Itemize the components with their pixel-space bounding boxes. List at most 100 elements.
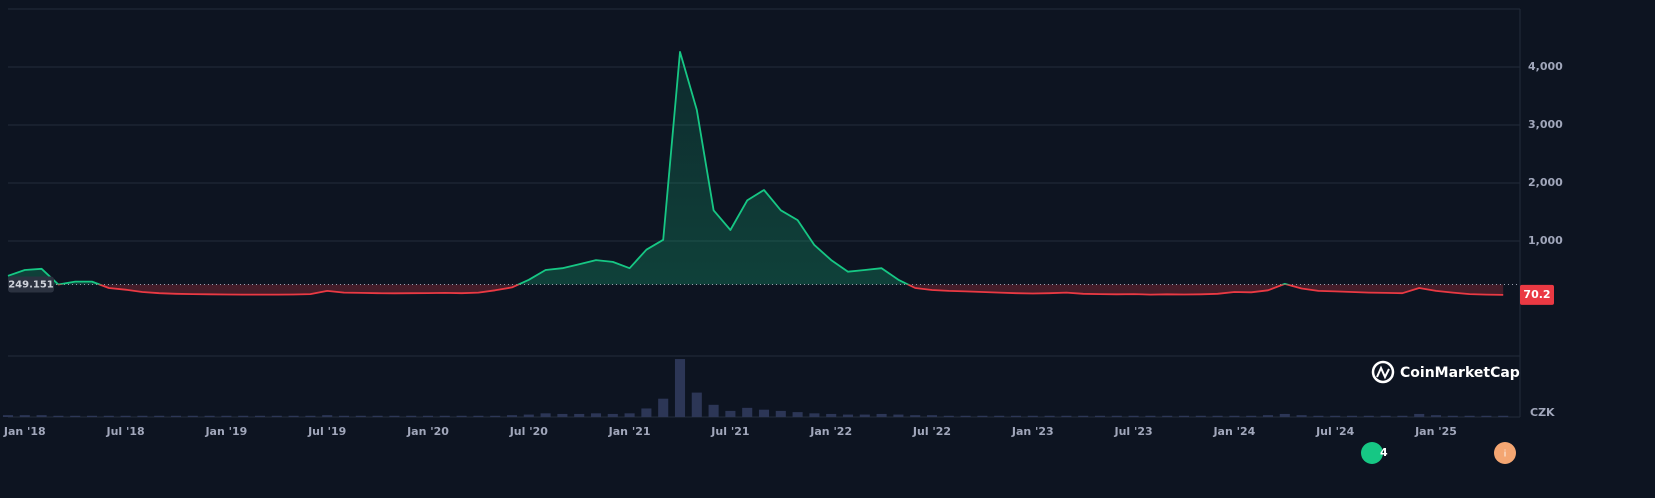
current-label: 70.2 bbox=[1523, 288, 1550, 301]
volume-bar bbox=[137, 415, 148, 417]
volume-bar bbox=[1044, 415, 1055, 417]
volume-bar bbox=[674, 359, 686, 417]
volume-bar bbox=[389, 415, 400, 417]
x-tick-label: Jul '24 bbox=[1315, 425, 1355, 438]
volume-bar bbox=[1229, 415, 1240, 417]
brand: CoinMarketCap bbox=[1371, 360, 1520, 384]
volume-bar bbox=[842, 414, 854, 417]
x-tick-label: Jan '19 bbox=[204, 425, 247, 438]
volume-bar bbox=[372, 415, 383, 417]
brand-logo bbox=[1371, 360, 1395, 384]
volume-bar bbox=[1145, 415, 1156, 417]
volume-bar bbox=[607, 413, 618, 417]
volume-bar bbox=[1061, 415, 1072, 417]
volume-bar bbox=[154, 415, 165, 417]
volume-bar bbox=[506, 415, 518, 417]
x-tick-label: Jul '22 bbox=[912, 425, 951, 438]
brand-logo-mark bbox=[1376, 365, 1390, 380]
currency: CZK bbox=[1530, 406, 1555, 419]
volume-bar bbox=[523, 414, 534, 417]
volume-bar bbox=[691, 392, 702, 417]
brand-name: CoinMarketCap bbox=[1400, 365, 1520, 381]
volume-bar bbox=[1128, 415, 1139, 417]
volume-bar bbox=[187, 415, 198, 417]
volume-bar bbox=[624, 413, 635, 417]
volume-bar bbox=[322, 415, 333, 417]
volume-bar bbox=[1162, 415, 1173, 417]
volume-bar bbox=[221, 415, 232, 417]
x-tick-label: Jan '24 bbox=[1212, 425, 1255, 438]
volume-bar bbox=[1178, 415, 1190, 417]
volume-bar bbox=[204, 415, 215, 417]
volume-bar bbox=[943, 415, 954, 417]
volume-bar bbox=[590, 413, 602, 417]
volume-bar bbox=[1313, 415, 1324, 417]
volume-bar bbox=[36, 415, 47, 417]
x-tick-label: Jul '23 bbox=[1113, 425, 1152, 438]
price-area bbox=[8, 51, 1504, 295]
volume-bar bbox=[1111, 415, 1122, 417]
volume-bar bbox=[1363, 415, 1374, 417]
news-badge[interactable] bbox=[1361, 442, 1383, 464]
volume-bar bbox=[2, 415, 14, 417]
volume-bar bbox=[53, 415, 64, 417]
volume-bar bbox=[1481, 415, 1492, 417]
volume-bar bbox=[910, 415, 921, 417]
volume-bar bbox=[775, 410, 786, 417]
info-icon: i bbox=[1504, 450, 1507, 460]
volume-bar bbox=[977, 415, 988, 417]
volume-bar bbox=[994, 415, 1005, 417]
volume-bar bbox=[456, 415, 467, 417]
volume-bar bbox=[1498, 415, 1509, 417]
volume-bar bbox=[103, 415, 114, 417]
volume-bar bbox=[70, 415, 81, 417]
volume-bar bbox=[1464, 415, 1475, 417]
volume-bar bbox=[305, 415, 316, 417]
info-badge[interactable] bbox=[1494, 442, 1516, 464]
volume-bar bbox=[1246, 415, 1257, 417]
volume-bar bbox=[422, 415, 434, 417]
volume-bar bbox=[1296, 415, 1307, 417]
volume-bar bbox=[1447, 415, 1458, 417]
volume-bar bbox=[574, 413, 585, 417]
volume-bar bbox=[1094, 415, 1106, 417]
y-tick-label: 2,000 bbox=[1528, 176, 1563, 189]
y-tick-label: 1,000 bbox=[1528, 234, 1563, 247]
volume-bar bbox=[170, 415, 182, 417]
x-tick-label: Jan '18 bbox=[3, 425, 46, 438]
volume-bar bbox=[490, 415, 501, 417]
current-label-box bbox=[1520, 284, 1554, 305]
volume-bar bbox=[926, 415, 938, 417]
volume-bar bbox=[1027, 415, 1038, 417]
volume-bar bbox=[120, 415, 131, 417]
volume-bar bbox=[725, 410, 736, 417]
volume-bar bbox=[338, 415, 350, 417]
volume-bar bbox=[439, 415, 450, 417]
y-tick-label: 4,000 bbox=[1528, 60, 1563, 73]
volume-bar bbox=[658, 398, 669, 417]
volume-bar bbox=[19, 415, 30, 417]
volume-bar bbox=[238, 415, 249, 417]
volume-bar bbox=[708, 404, 719, 417]
volume-bar bbox=[1397, 415, 1408, 417]
x-tick-label: Jan '20 bbox=[406, 425, 449, 438]
volume-bar bbox=[1346, 415, 1358, 417]
volume-bar bbox=[1414, 413, 1425, 417]
volume-bar bbox=[254, 415, 266, 417]
volume-bar bbox=[1262, 415, 1274, 417]
volume-bar bbox=[758, 409, 770, 417]
x-tick-label: Jul '21 bbox=[710, 425, 749, 438]
volume-bar bbox=[960, 415, 971, 417]
x-tick-label: Jan '22 bbox=[809, 425, 852, 438]
x-tick-label: Jan '25 bbox=[1414, 425, 1457, 438]
x-tick-label: Jan '23 bbox=[1011, 425, 1054, 438]
volume-bar bbox=[826, 413, 837, 417]
volume-bar bbox=[1078, 415, 1089, 417]
baseline-label-box bbox=[8, 276, 54, 293]
volume-bar bbox=[1430, 415, 1442, 417]
volume-bar bbox=[876, 413, 887, 417]
volume-bar bbox=[1010, 415, 1022, 417]
